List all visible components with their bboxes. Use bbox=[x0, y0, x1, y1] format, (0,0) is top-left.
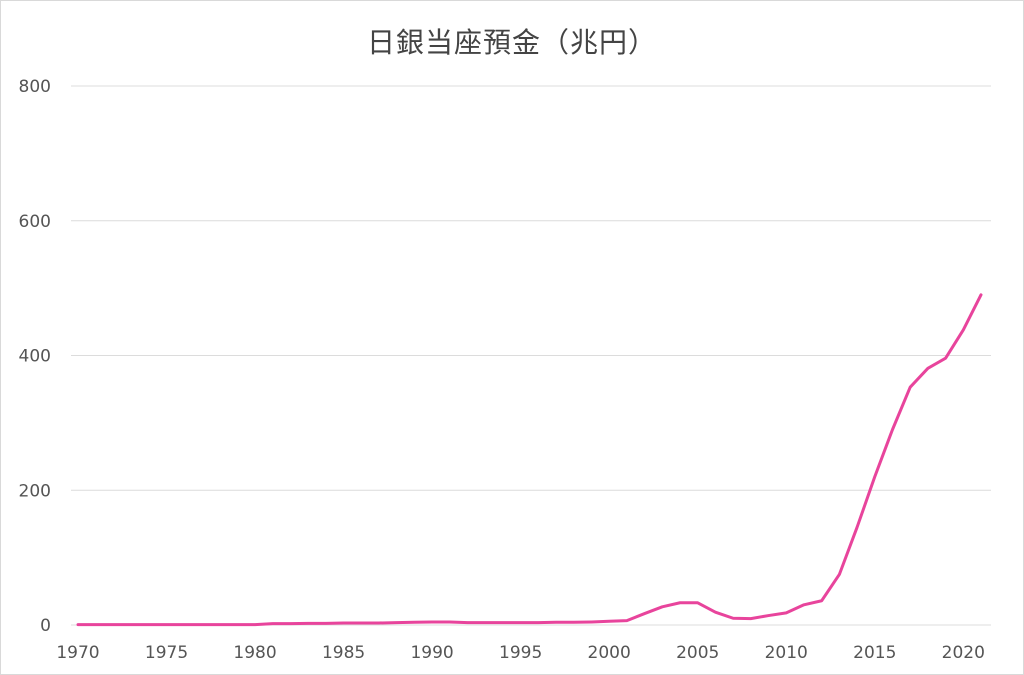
x-tick-label: 1995 bbox=[499, 643, 542, 663]
y-tick-label: 400 bbox=[19, 347, 51, 367]
x-tick-label: 2010 bbox=[765, 643, 808, 663]
x-tick-label: 1985 bbox=[322, 643, 365, 663]
x-tick-label: 2005 bbox=[676, 643, 719, 663]
x-tick-label: 2000 bbox=[588, 643, 631, 663]
x-tick-label: 2020 bbox=[942, 643, 985, 663]
x-tick-label: 1975 bbox=[145, 643, 188, 663]
x-tick-label: 1970 bbox=[56, 643, 99, 663]
y-tick-label: 600 bbox=[19, 212, 51, 232]
x-tick-label: 2015 bbox=[853, 643, 896, 663]
x-tick-label: 1980 bbox=[233, 643, 276, 663]
y-tick-label: 800 bbox=[19, 77, 51, 97]
y-tick-label: 200 bbox=[19, 481, 51, 501]
x-tick-label: 1990 bbox=[410, 643, 453, 663]
y-tick-label: 0 bbox=[40, 616, 51, 636]
series-line bbox=[76, 293, 983, 627]
chart-title: 日銀当座預金（兆円） bbox=[366, 26, 657, 59]
